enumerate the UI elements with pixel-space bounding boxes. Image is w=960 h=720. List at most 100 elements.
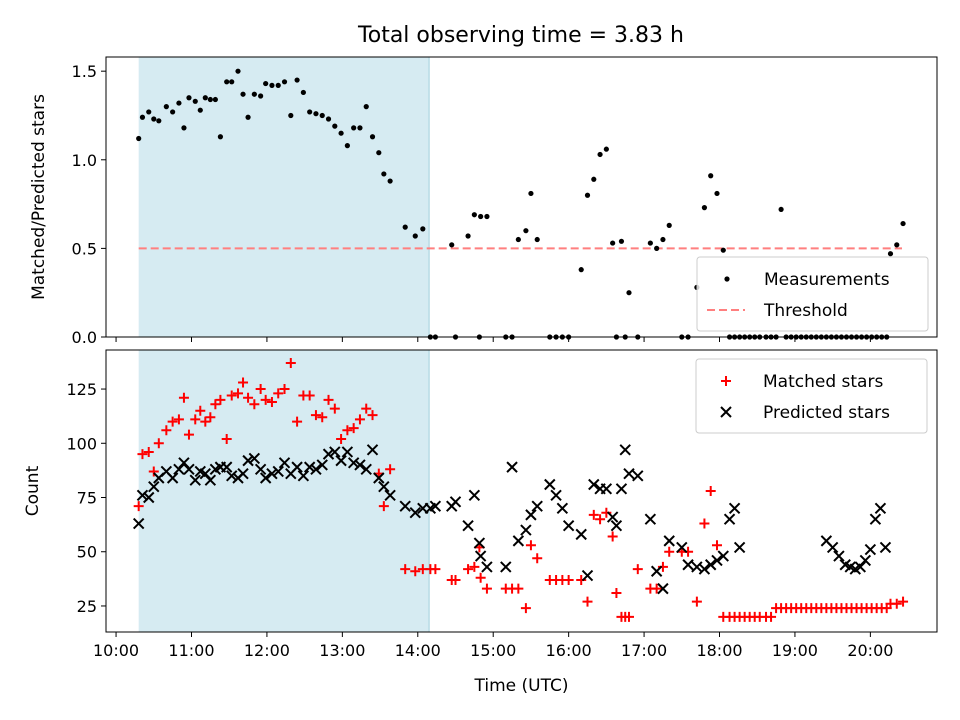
- predicted-star-point: [663, 535, 675, 547]
- measurement-point: [708, 173, 714, 179]
- x-tick-label: 13:00: [319, 641, 365, 660]
- predicted-star-point: [833, 550, 845, 562]
- matched-star-point: [520, 603, 531, 614]
- measurement-point: [300, 89, 306, 96]
- legend-marker: [724, 276, 730, 282]
- matched-star-point: [410, 566, 421, 577]
- predicted-star-point: [354, 459, 366, 471]
- measurement-point: [275, 82, 281, 88]
- measurement-point: [610, 240, 616, 246]
- matched-star-point: [367, 410, 378, 421]
- measurement-point: [523, 228, 529, 234]
- measurement-point: [235, 68, 241, 74]
- predicted-star-point: [531, 500, 543, 512]
- figure-title: Total observing time = 3.83 h: [357, 23, 684, 48]
- measurement-point: [701, 205, 708, 211]
- predicted-star-point: [544, 478, 556, 491]
- predicted-star-point: [610, 520, 623, 532]
- measurement-point: [176, 100, 182, 106]
- y-tick-label: 75: [77, 489, 97, 508]
- top-x-ticks: [115, 337, 871, 342]
- predicted-star-point: [189, 474, 201, 486]
- x-tick-label: 16:00: [546, 641, 592, 660]
- matched-star-point: [385, 464, 396, 475]
- matched-star-point: [450, 574, 461, 585]
- predicted-star-point: [373, 472, 385, 484]
- bottom-x-axis: 10:00 11:00 12:00 13:00 14:00 15:00 16:00 17:00…: [93, 632, 893, 660]
- measurement-point: [202, 95, 208, 101]
- matched-star-point: [532, 553, 543, 564]
- predicted-star-point: [512, 535, 525, 547]
- predicted-star-point: [148, 480, 160, 493]
- predicted-star-point: [600, 483, 613, 495]
- matched-star-point: [705, 486, 716, 496]
- legend-label: Threshold: [763, 301, 848, 321]
- matched-star-point: [243, 392, 254, 403]
- measurement-point: [313, 111, 319, 117]
- x-tick-label: 19:00: [772, 641, 818, 660]
- matched-star-point: [611, 587, 622, 598]
- measurement-point: [163, 104, 169, 110]
- top-y-axis-label: Matched/Predicted stars: [29, 94, 49, 300]
- predicted-star-point: [676, 541, 688, 554]
- y-tick-label: 50: [77, 543, 97, 562]
- matched-star-point: [430, 564, 441, 575]
- predicted-star-point: [173, 463, 185, 476]
- matched-star-point: [173, 414, 184, 425]
- bottom-axes-frame: [105, 349, 938, 633]
- x-tick-label: 11:00: [168, 641, 214, 660]
- predicted-star-point: [506, 461, 518, 473]
- matched-star-point: [329, 403, 340, 414]
- predicted-star-point: [473, 537, 486, 549]
- measurement-point: [351, 125, 357, 131]
- predicted-star-point: [874, 502, 887, 515]
- predicted-star-point: [500, 561, 512, 573]
- measurement-point: [332, 123, 338, 129]
- measurement-point: [449, 242, 455, 248]
- matched-star-point: [310, 410, 321, 421]
- predicted-star-point: [462, 520, 474, 532]
- matched-star-point: [266, 397, 277, 408]
- measurement-point: [515, 236, 521, 243]
- matched-star-point: [766, 611, 777, 622]
- measurement-point: [528, 190, 534, 197]
- legend-label: Measurements: [764, 270, 890, 290]
- legend-marker: [720, 406, 732, 418]
- predicted-star-point: [468, 489, 481, 502]
- measurement-point: [307, 109, 313, 115]
- measurement-point: [900, 220, 906, 227]
- predicted-star-point: [259, 472, 272, 484]
- predicted-star-point: [615, 483, 628, 495]
- predicted-star-point: [864, 543, 877, 556]
- measurement-point: [151, 116, 157, 122]
- measurement-point: [224, 79, 230, 85]
- measurement-point: [281, 79, 288, 85]
- top-axes-frame: [105, 56, 938, 338]
- measurement-point: [325, 116, 332, 122]
- measurement-point: [597, 151, 603, 158]
- predicted-star-point: [278, 457, 291, 469]
- matched-star-point: [292, 416, 303, 427]
- top-legend: Measurements Threshold: [696, 256, 929, 332]
- measurement-point: [269, 82, 275, 88]
- matched-star-point: [215, 394, 226, 405]
- predicted-star-point: [481, 561, 493, 573]
- matched-star-point: [133, 501, 144, 512]
- bottom-x-axis-label: Time (UTC): [474, 676, 569, 696]
- predicted-star-point: [644, 513, 657, 525]
- predicted-star-point: [384, 489, 396, 502]
- predicted-star-point: [623, 467, 635, 480]
- predicted-star-point: [588, 478, 600, 491]
- measurement-point: [387, 178, 393, 184]
- predicted-star-point: [297, 470, 310, 482]
- top-y-axis: 0.0 0.5 1.0 1.5: [72, 62, 106, 347]
- predicted-star-point: [143, 491, 155, 504]
- matched-star-point: [226, 390, 237, 401]
- measurement-point: [471, 212, 477, 218]
- measurement-point: [288, 112, 294, 119]
- matched-star-point: [623, 611, 634, 622]
- predicted-star-point: [556, 502, 569, 515]
- matched-star-point: [273, 388, 284, 399]
- matched-star-point: [238, 377, 249, 388]
- measurement-point: [344, 143, 350, 149]
